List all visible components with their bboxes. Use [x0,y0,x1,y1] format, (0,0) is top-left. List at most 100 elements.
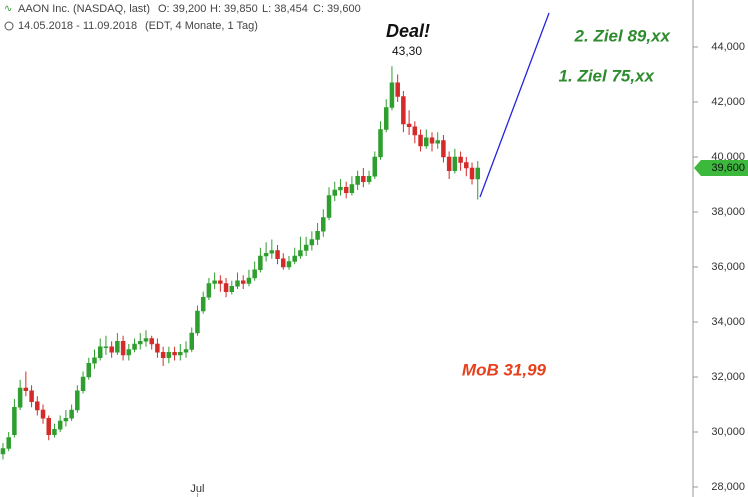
target1: 1. Ziel 75,xx [559,66,656,85]
candle-body [412,126,418,136]
candle-body [172,351,177,356]
candle-body [189,332,194,350]
y-tick-label: 40,000 [711,151,745,163]
candle-body [195,310,200,334]
candle-body [441,140,446,158]
candle-body [326,195,332,218]
candle-body [240,280,246,284]
candle-body [435,140,440,144]
header-open: O: 39,200 [158,3,206,15]
candle-body [349,184,355,193]
header-title: AAON Inc. (NASDAQ, last) [18,3,150,15]
y-tick-label: 42,000 [711,96,745,108]
candle-body [452,156,458,171]
x-tick-label: Jul [190,483,204,495]
candle-body [298,250,303,257]
candle-body [86,362,92,378]
candle-body [63,417,69,422]
candle-body [258,255,263,270]
candle-body [200,296,206,312]
candle-body [17,387,23,408]
candle-body [223,283,229,292]
candle-body [372,156,378,177]
candle-body [401,96,406,125]
candle-body [35,401,40,411]
candle-body [378,129,383,158]
candle-body [69,409,74,419]
candle-body [286,261,292,268]
candle-body [57,420,63,430]
candle-body [252,269,257,279]
candle-body [269,250,275,254]
candle-body [246,277,252,284]
candle-body [143,338,149,342]
candle-body [366,175,372,182]
candle-body [315,230,320,240]
candle-body [343,186,349,193]
candle-body [418,134,423,147]
candle-body [424,137,429,147]
candle-body [206,283,212,298]
candle-body [138,340,143,345]
target2: 2. Ziel 89,xx [574,26,672,45]
candle-body [52,428,57,435]
candle-body [361,175,366,182]
header-info: (EDT, 4 Monate, 1 Tag) [145,20,258,32]
clock-icon [4,21,14,31]
candle-body [263,252,269,257]
candle-body [178,351,183,356]
header-low: L: 38,454 [262,3,308,15]
candle-body [218,280,223,284]
candle-body [132,343,137,350]
candle-body [212,280,217,284]
y-tick-label: 32,000 [711,371,745,383]
candle-body [355,175,360,185]
candle-body [97,346,103,358]
trend-arrow [479,12,550,198]
candle-body [155,343,160,353]
last-price-label: 39,600 [711,162,745,174]
candle-body [292,255,297,262]
last-price-tag [694,159,748,176]
y-tick-label: 28,000 [711,481,745,493]
candle-body [29,390,34,402]
candle-body [109,346,114,353]
y-tick-label: 30,000 [711,426,745,438]
logo: ∿ [4,4,12,15]
candle-body [303,244,309,251]
y-tick-label: 38,000 [711,206,745,218]
candle-body [166,351,172,358]
high-label: 43,30 [392,44,422,58]
candle-body [458,156,463,163]
y-tick-label: 34,000 [711,316,745,328]
candle-body [429,137,435,144]
candle-body [149,338,154,345]
header-range: 14.05.2018 - 11.09.2018 [18,20,137,32]
candle-body [80,376,86,391]
candle-body [406,123,412,127]
header-high: H: 39,850 [210,3,258,15]
candle-body [160,351,166,358]
candle-body [12,406,17,435]
candle-body [275,250,280,259]
candle-body [332,189,337,196]
mob-label: MoB 31,99 [462,360,547,379]
candle-body [475,167,480,180]
candle-body [464,162,469,169]
deal-label: Deal! [386,21,430,41]
candle-body [6,437,11,449]
candle-body [338,186,343,191]
candle-body [0,448,6,455]
header-close: C: 39,600 [313,3,361,15]
candle-body [446,156,452,171]
candle-body [75,390,80,411]
candle-body [120,340,126,356]
candle-body [115,340,120,353]
candle-body [389,82,395,108]
candle-body [321,217,326,232]
candle-body [309,239,315,246]
candle-body [235,280,240,287]
candle-body [40,409,46,419]
candle-body [281,258,286,268]
